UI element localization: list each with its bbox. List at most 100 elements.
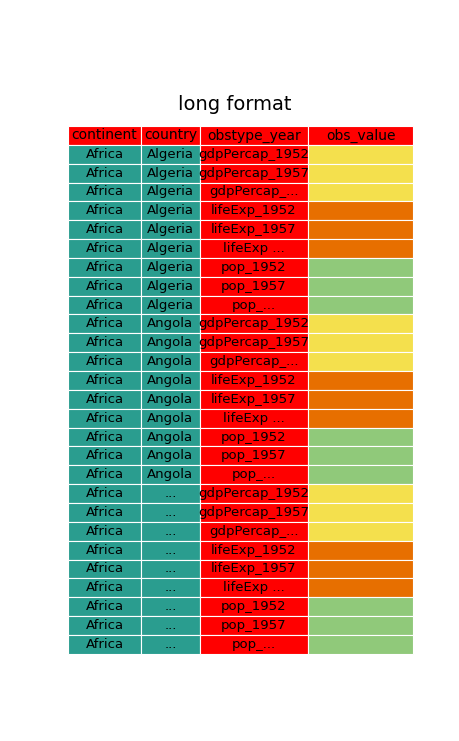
Bar [68, 390, 141, 409]
Bar [308, 446, 413, 465]
Bar [200, 296, 308, 314]
Text: gdpPercap_1957: gdpPercap_1957 [198, 506, 309, 519]
Bar [68, 182, 141, 202]
Bar [141, 446, 200, 465]
Bar [200, 503, 308, 522]
Text: Algeria: Algeria [147, 185, 194, 199]
Text: obstype_year: obstype_year [207, 128, 301, 142]
Bar [200, 258, 308, 277]
Text: Algeria: Algeria [147, 147, 194, 161]
Text: Africa: Africa [85, 412, 123, 425]
Bar [141, 428, 200, 446]
Text: Africa: Africa [85, 317, 123, 330]
Text: Angola: Angola [147, 393, 193, 406]
Text: gdpPercap_1952: gdpPercap_1952 [198, 487, 309, 500]
Text: gdpPercap_1957: gdpPercap_1957 [198, 336, 309, 349]
Text: Africa: Africa [85, 468, 123, 481]
Bar [141, 465, 200, 484]
Bar [200, 144, 308, 164]
Bar [68, 144, 141, 164]
Bar [308, 541, 413, 559]
Bar [141, 258, 200, 277]
Bar [141, 484, 200, 503]
Text: Angola: Angola [147, 412, 193, 425]
Text: Angola: Angola [147, 449, 193, 462]
Text: Africa: Africa [85, 562, 123, 576]
Text: ...: ... [164, 487, 177, 500]
Text: ...: ... [164, 600, 177, 613]
Bar [68, 277, 141, 296]
Bar [141, 616, 200, 635]
Bar [68, 333, 141, 352]
Text: pop_1957: pop_1957 [221, 619, 287, 632]
Text: lifeExp_1957: lifeExp_1957 [211, 223, 297, 236]
Bar [308, 314, 413, 333]
Bar [200, 635, 308, 654]
Bar [308, 503, 413, 522]
Text: Africa: Africa [85, 487, 123, 500]
Bar [200, 541, 308, 559]
Bar [308, 239, 413, 258]
Text: Africa: Africa [85, 167, 123, 179]
Text: continent: continent [72, 128, 137, 142]
Bar [308, 559, 413, 579]
Bar [141, 541, 200, 559]
Bar [141, 352, 200, 371]
Bar [141, 239, 200, 258]
Bar [141, 126, 200, 144]
Bar [141, 277, 200, 296]
Text: Africa: Africa [85, 355, 123, 368]
Bar [68, 220, 141, 239]
Text: ...: ... [164, 562, 177, 576]
Bar [308, 428, 413, 446]
Bar [200, 164, 308, 182]
Bar [308, 390, 413, 409]
Text: pop_...: pop_... [232, 299, 276, 311]
Text: Africa: Africa [85, 581, 123, 594]
Bar [141, 333, 200, 352]
Text: Africa: Africa [85, 600, 123, 613]
Bar [68, 579, 141, 597]
Text: Angola: Angola [147, 336, 193, 349]
Bar [68, 635, 141, 654]
Text: lifeExp ...: lifeExp ... [223, 412, 285, 425]
Bar [200, 465, 308, 484]
Bar [200, 352, 308, 371]
Bar [68, 522, 141, 541]
Bar [308, 597, 413, 616]
Bar [308, 635, 413, 654]
Text: ...: ... [164, 581, 177, 594]
Text: Angola: Angola [147, 374, 193, 387]
Bar [141, 559, 200, 579]
Bar [141, 314, 200, 333]
Bar [68, 352, 141, 371]
Bar [68, 446, 141, 465]
Text: Africa: Africa [85, 205, 123, 217]
Bar [200, 220, 308, 239]
Text: obs_value: obs_value [326, 128, 395, 142]
Text: gdpPercap_...: gdpPercap_... [209, 185, 299, 199]
Bar [68, 202, 141, 220]
Bar [308, 352, 413, 371]
Bar [200, 239, 308, 258]
Bar [141, 597, 200, 616]
Bar [68, 503, 141, 522]
Text: gdpPercap_1952: gdpPercap_1952 [198, 317, 309, 330]
Bar [308, 220, 413, 239]
Bar [200, 446, 308, 465]
Bar [141, 635, 200, 654]
Bar [200, 522, 308, 541]
Text: Africa: Africa [85, 544, 123, 556]
Bar [200, 616, 308, 635]
Bar [200, 409, 308, 428]
Text: Africa: Africa [85, 431, 123, 444]
Text: pop_1952: pop_1952 [221, 261, 287, 274]
Text: Africa: Africa [85, 336, 123, 349]
Text: Angola: Angola [147, 431, 193, 444]
Bar [68, 541, 141, 559]
Bar [200, 277, 308, 296]
Text: lifeExp ...: lifeExp ... [223, 242, 285, 255]
Bar [308, 616, 413, 635]
Bar [308, 522, 413, 541]
Bar [200, 579, 308, 597]
